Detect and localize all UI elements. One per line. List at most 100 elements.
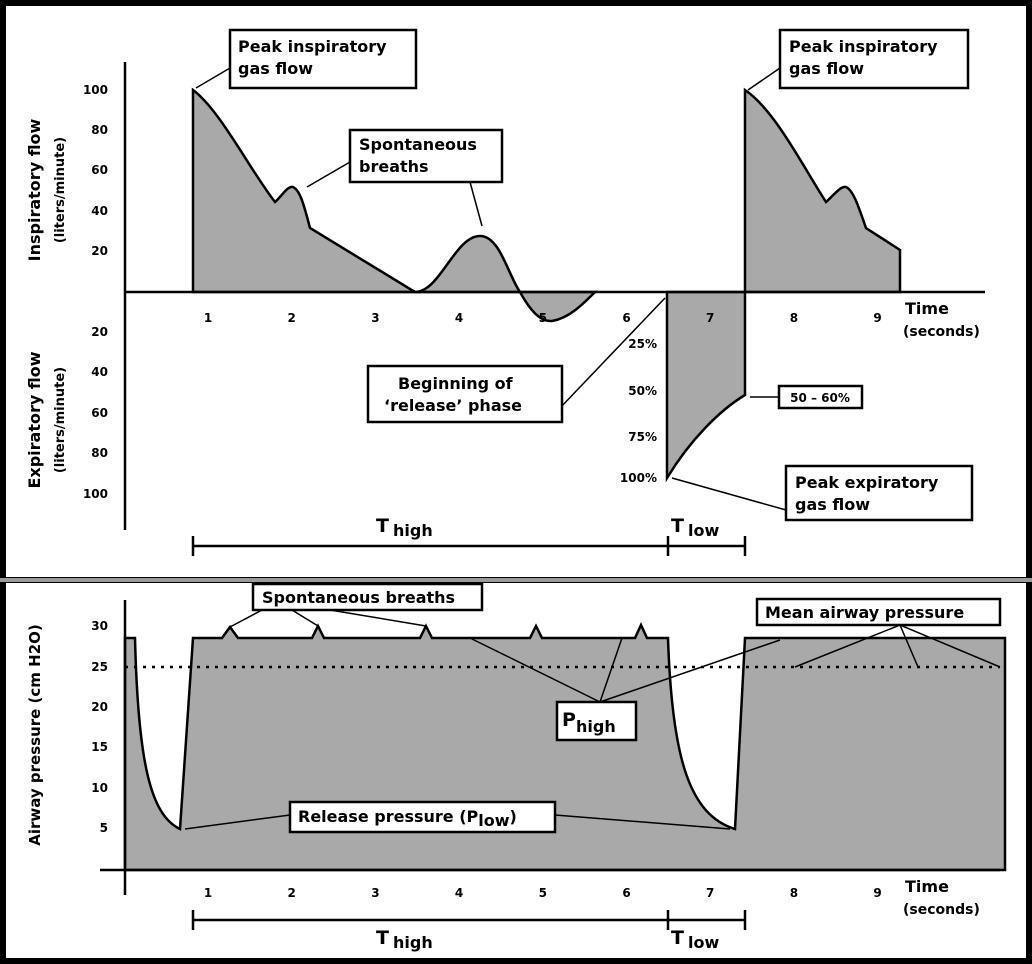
callout-text: Release pressure (Plow) — [298, 807, 517, 830]
x-axis-title: Time — [905, 877, 949, 896]
phase-bracket — [191, 910, 747, 930]
x-axis-unit: (seconds) — [903, 324, 980, 340]
t-low-label: T — [671, 515, 684, 537]
phase-bracket — [191, 536, 747, 556]
callout — [755, 597, 1002, 627]
x-tick-label: 4 — [455, 311, 463, 325]
y-tick-label: 100 — [83, 83, 108, 97]
y-tick-label: 60 — [91, 163, 108, 177]
t-high-label: T — [376, 515, 389, 537]
y-tick-label: 20 — [91, 244, 108, 258]
y-tick-label: 5 — [100, 821, 108, 835]
callout — [348, 128, 504, 184]
y-tick-label: 20 — [91, 700, 108, 714]
t-low-label: T — [671, 927, 684, 949]
x-tick-label: 6 — [622, 886, 630, 900]
callout-text: Spontaneous — [359, 135, 477, 154]
y-tick-label: 80 — [91, 123, 108, 137]
callout — [777, 384, 864, 410]
pressure-wave — [123, 622, 1007, 872]
x-tick-label: 1 — [204, 886, 212, 900]
x-tick-label: 7 — [706, 886, 714, 900]
y-tick-label: 40 — [91, 365, 108, 379]
callout-text: gas flow — [795, 495, 870, 514]
expiratory-release — [665, 290, 747, 483]
x-tick-label: 1 — [204, 311, 212, 325]
percent-tick-label: 25% — [628, 337, 657, 351]
inspiratory-wave-2 — [743, 87, 902, 294]
inspiratory-wave-1 — [191, 87, 420, 294]
callout-text: 50 – 60% — [790, 391, 850, 405]
t-high-sub: high — [393, 933, 433, 952]
x-tick-label: 2 — [288, 886, 296, 900]
pointer — [195, 67, 231, 89]
percent-tick-label: 100% — [620, 471, 657, 485]
axis-unit: (liters/minute) — [53, 367, 68, 473]
callout — [784, 464, 974, 522]
axis-title: Inspiratory flow — [25, 118, 44, 261]
x-tick-label: 3 — [371, 886, 379, 900]
pointer — [469, 181, 483, 227]
pointer — [469, 637, 781, 703]
x-tick-label: 5 — [539, 311, 547, 325]
y-tick-label: 100 — [83, 487, 108, 501]
callout-text: P — [562, 709, 576, 731]
callout-text: low — [478, 811, 509, 830]
x-tick-label: 7 — [706, 311, 714, 325]
callout — [228, 28, 418, 90]
t-low-sub: low — [688, 521, 719, 540]
callout-text: ) — [510, 807, 517, 826]
y-tick-label: 40 — [91, 204, 108, 218]
pointer — [184, 814, 731, 830]
pointer — [747, 67, 781, 91]
expiratory-dip-1 — [517, 290, 599, 323]
callout — [251, 582, 484, 612]
t-low-sub: low — [688, 933, 719, 952]
x-axis-title: Time — [905, 299, 949, 318]
axis-title: Expiratory flow — [25, 351, 44, 488]
pointer — [671, 477, 787, 511]
x-axis-unit: (seconds) — [903, 902, 980, 918]
callout-text: Peak inspiratory — [238, 37, 387, 56]
pointer — [559, 297, 666, 409]
callout-text: Peak inspiratory — [789, 37, 938, 56]
percent-tick-label: 50% — [628, 384, 657, 398]
pointer — [794, 624, 1001, 668]
callout — [366, 364, 564, 424]
callout — [778, 28, 970, 90]
x-tick-label: 8 — [790, 886, 798, 900]
x-tick-label: 9 — [873, 886, 881, 900]
x-tick-label: 9 — [873, 311, 881, 325]
callout-text: high — [576, 717, 616, 736]
pointer — [229, 609, 427, 628]
callout-text: Beginning of — [398, 374, 514, 393]
callout-text: breaths — [359, 157, 429, 176]
callout-text: Mean airway pressure — [765, 603, 964, 622]
y-tick-label: 80 — [91, 446, 108, 460]
axis-title: Airway pressure (cm H2O) — [26, 624, 44, 846]
callout — [555, 700, 638, 742]
x-tick-label: 4 — [455, 886, 463, 900]
callout-text: gas flow — [789, 59, 864, 78]
y-tick-label: 20 — [91, 325, 108, 339]
x-tick-label: 6 — [622, 311, 630, 325]
x-tick-label: 8 — [790, 311, 798, 325]
percent-tick-label: 75% — [628, 430, 657, 444]
callout — [288, 800, 557, 834]
t-high-sub: high — [393, 521, 433, 540]
callout-text: Spontaneous breaths — [262, 588, 455, 607]
callout-text: Peak expiratory — [795, 473, 939, 492]
y-tick-label: 25 — [91, 660, 108, 674]
callout-text: ‘release’ phase — [384, 396, 522, 415]
axis-unit: (liters/minute) — [53, 137, 68, 243]
x-tick-label: 5 — [539, 886, 547, 900]
callout-text: gas flow — [238, 59, 313, 78]
y-tick-label: 10 — [91, 781, 108, 795]
t-high-label: T — [376, 927, 389, 949]
spontaneous-bump — [414, 234, 523, 294]
x-tick-label: 2 — [288, 311, 296, 325]
y-tick-label: 30 — [91, 619, 108, 633]
callout-text: Release pressure (P — [298, 807, 479, 826]
pointer — [306, 161, 351, 188]
